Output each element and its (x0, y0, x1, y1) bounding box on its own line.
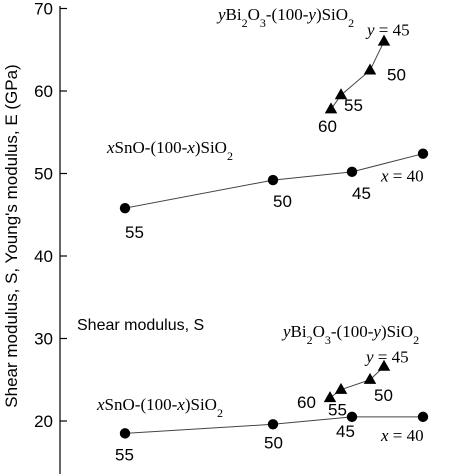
series-line (124, 153, 424, 209)
y-tick-label: 60 (34, 82, 53, 101)
annotation-sno-young-formula: xSnO-(100-x)SiO2 (106, 138, 233, 163)
point-labels: 55 50 45 x = 40 60 55 50 y = 45 55 50 45 x = 40 60 55… (115, 21, 424, 465)
y-tick-label: 20 (34, 412, 53, 431)
point-label: 55 (115, 445, 134, 464)
point-label: y = 45 (365, 21, 410, 40)
annotation-sno-shear-formula: xSnO-(100-x)SiO2 (96, 395, 223, 420)
data-point-triangle (363, 372, 377, 384)
data-point-circle (267, 174, 279, 186)
data-point-circle (119, 428, 131, 439)
y-axis-label: Shear modulus, S, Young's modulus, E (GP… (2, 64, 21, 407)
data-point-triangle (377, 359, 391, 371)
annotation-bi-young-formula: yBi2O3-(100-y)SiO2 (216, 5, 354, 30)
series-line (330, 41, 385, 110)
point-label: 60 (297, 393, 316, 412)
series-markers (119, 34, 429, 439)
data-point-triangle (323, 391, 337, 403)
point-label: 50 (374, 386, 393, 405)
point-label: 55 (328, 401, 347, 420)
y-tick-label: 70 (34, 0, 53, 19)
point-label: 50 (273, 192, 292, 211)
point-label: x = 40 (380, 426, 424, 445)
data-point-triangle (324, 102, 338, 114)
y-tick-label: 30 (34, 330, 53, 349)
point-label: 55 (125, 223, 144, 242)
annotation-bi-shear-formula: yBi2O3-(100-y)SiO2 (281, 322, 419, 347)
point-label: 55 (344, 96, 363, 115)
point-label: x = 40 (380, 167, 424, 186)
data-point-circle (417, 411, 429, 423)
point-label: y = 45 (364, 348, 409, 367)
data-point-triangle (377, 34, 391, 46)
y-tick-label: 40 (34, 247, 53, 266)
y-tick-label: 50 (34, 165, 53, 184)
data-point-triangle (334, 382, 348, 394)
data-point-circle (346, 166, 358, 178)
series-line (124, 416, 423, 434)
point-label: 50 (264, 433, 283, 452)
series-lines (124, 41, 424, 434)
point-label: 50 (387, 65, 406, 84)
data-point-triangle (334, 88, 348, 100)
data-point-circle (417, 148, 429, 159)
data-point-circle (119, 202, 131, 214)
data-point-circle (346, 411, 358, 423)
data-point-triangle (363, 63, 377, 75)
y-ticks: 20 30 40 50 60 70 (34, 0, 67, 431)
point-label: 45 (336, 422, 355, 441)
point-label: 60 (318, 117, 337, 136)
annotation-shear-label: Shear modulus, S (77, 317, 204, 334)
data-point-circle (267, 419, 279, 430)
point-label: 45 (352, 184, 371, 203)
